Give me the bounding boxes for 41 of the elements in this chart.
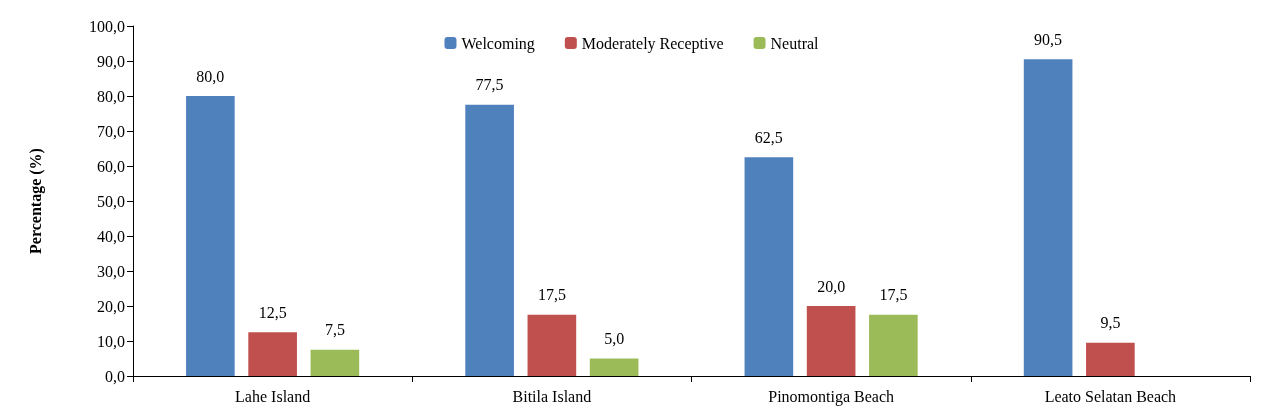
y-tick-label: 90,0 — [97, 52, 125, 70]
bar — [589, 358, 639, 376]
legend-label: Moderately Receptive — [581, 34, 724, 53]
bar — [1023, 59, 1073, 376]
y-tick-label: 40,0 — [97, 227, 125, 245]
data-label: 17,5 — [537, 286, 566, 304]
y-tick-label: 20,0 — [97, 297, 125, 315]
bar — [248, 332, 297, 376]
data-label: 77,5 — [475, 76, 504, 94]
data-label: 5,0 — [604, 330, 625, 347]
bar — [869, 314, 918, 376]
bar — [527, 314, 577, 376]
data-label: 12,5 — [258, 303, 287, 321]
y-tick-label: 30,0 — [97, 262, 125, 280]
x-tick-label: Bitila Island — [512, 387, 592, 405]
data-label: 62,5 — [754, 128, 783, 146]
x-tick-label: Pinomontiga Beach — [768, 387, 895, 406]
legend-label: Neutral — [770, 34, 820, 52]
y-tick-label: 10,0 — [97, 332, 125, 350]
y-tick-label: 70,0 — [97, 122, 125, 140]
data-label: 80,0 — [196, 67, 225, 85]
x-tick-label: Lahe Island — [235, 387, 311, 405]
data-label: 20,0 — [817, 277, 846, 295]
bar — [310, 349, 360, 376]
y-tick-label: 100,0 — [89, 17, 125, 35]
bar — [1086, 342, 1135, 376]
y-tick-label: 50,0 — [97, 192, 125, 210]
data-label: 9,5 — [1100, 314, 1121, 332]
data-label: 7,5 — [324, 321, 345, 339]
bar — [465, 104, 514, 376]
y-tick-label: 0,0 — [105, 367, 125, 385]
bar — [186, 96, 235, 376]
y-axis-title: Percentage (%) — [26, 148, 45, 254]
data-label: 90,5 — [1034, 30, 1063, 48]
y-tick-label: 60,0 — [97, 157, 125, 175]
legend-label: Welcoming — [461, 34, 535, 53]
x-tick-label: Leato Selatan Beach — [1044, 387, 1177, 405]
bar — [744, 157, 794, 376]
bar — [806, 306, 856, 376]
data-label: 17,5 — [879, 286, 908, 304]
y-tick-label: 80,0 — [97, 87, 125, 105]
